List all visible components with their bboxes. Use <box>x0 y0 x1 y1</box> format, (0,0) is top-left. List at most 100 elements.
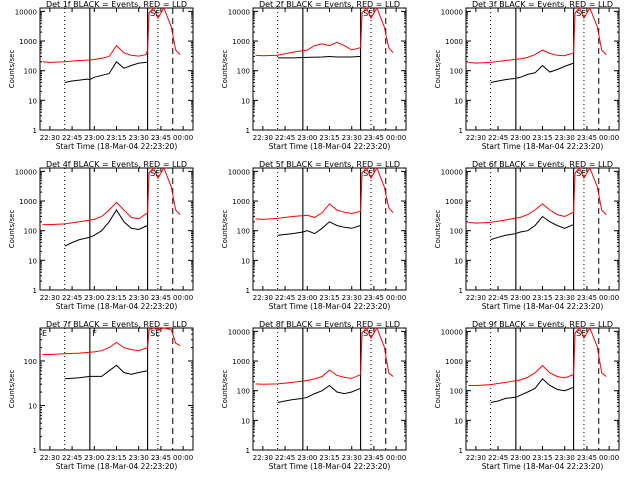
y-axis-label: Counts/sec <box>8 370 16 409</box>
x-tick-label: 23:00 <box>84 454 104 462</box>
y-tick-label: 10 <box>28 97 37 105</box>
chart-panel-8: Det 8f BLACK = Events, RED = LLD 1 10 100 10… <box>221 320 407 471</box>
x-tick-label: 23:00 <box>510 134 530 142</box>
plot-frame <box>252 327 407 451</box>
x-tick-label: 23:30 <box>342 294 362 302</box>
y-axis-label: Counts/sec <box>8 50 16 89</box>
x-tick-label: 23:30 <box>342 454 362 462</box>
x-tick-label: 23:15 <box>532 134 552 142</box>
y-tick-label: 1 <box>246 287 250 295</box>
x-tick-label: 23:30 <box>555 454 575 462</box>
x-tick-label: 22:45 <box>62 134 82 142</box>
y-tick-label: 1 <box>246 447 250 455</box>
y-tick-label: 10000 <box>441 168 463 176</box>
lld-series-line <box>468 326 607 386</box>
y-axis-label: Counts/sec <box>221 50 229 89</box>
x-tick-label: 23:30 <box>555 134 575 142</box>
lld-series-line <box>42 166 181 226</box>
x-tick-label: 22:45 <box>62 294 82 302</box>
annotation-label: SE <box>576 329 586 338</box>
y-tick-label: 1000 <box>19 38 37 46</box>
x-tick-label: 23:15 <box>532 294 552 302</box>
y-tick-label: 1000 <box>445 38 463 46</box>
x-tick-label: 23:00 <box>84 294 104 302</box>
plot-frame <box>465 167 620 291</box>
x-tick-label: 22:45 <box>488 134 508 142</box>
y-tick-label: 1 <box>459 127 463 135</box>
x-tick-label: 23:00 <box>510 294 530 302</box>
y-tick-label: 1 <box>33 287 37 295</box>
x-tick-label: 22:30 <box>466 294 486 302</box>
lld-series-line <box>42 6 181 63</box>
y-tick-label: 100 <box>24 358 37 366</box>
x-tick-label: 23:30 <box>129 134 149 142</box>
events-series-line <box>277 221 361 236</box>
lld-series-line <box>255 166 394 220</box>
x-axis-label: Start Time (18-Mar-04 22:23:20) <box>482 462 604 471</box>
y-axis-label: Counts/sec <box>434 210 442 249</box>
events-series-line <box>277 384 361 403</box>
y-tick-label: 100 <box>450 388 463 396</box>
x-axis-label: Start Time (18-Mar-04 22:23:20) <box>269 462 391 471</box>
x-axis-label: Start Time (18-Mar-04 22:23:20) <box>56 302 178 311</box>
y-tick-label: 100 <box>24 228 37 236</box>
chart-panel-6: Det 6f BLACK = Events, RED = LLD 1 10 100 10… <box>434 160 620 311</box>
y-tick-label: 10 <box>241 257 250 265</box>
x-tick-label: 23:15 <box>106 454 126 462</box>
y-tick-label: 1000 <box>445 358 463 366</box>
x-tick-label: 23:30 <box>342 134 362 142</box>
events-series-line <box>490 215 574 241</box>
y-axis-label: Counts/sec <box>221 210 229 249</box>
chart-title: Det 4f BLACK = Events, RED = LLD <box>46 160 187 169</box>
x-tick-label: 23:00 <box>297 134 317 142</box>
lld-series-line <box>255 326 394 385</box>
y-tick-label: 10000 <box>228 8 250 16</box>
y-tick-label: 10000 <box>228 328 250 336</box>
chart-title: Det 9f BLACK = Events, RED = LLD <box>472 320 613 329</box>
x-tick-label: 23:45 <box>364 134 384 142</box>
x-tick-label: 23:15 <box>106 294 126 302</box>
y-tick-label: 1 <box>459 287 463 295</box>
y-tick-label: 10 <box>454 257 463 265</box>
events-series-line <box>64 61 148 83</box>
x-tick-label: 22:45 <box>275 294 295 302</box>
x-tick-label: 23:30 <box>129 294 149 302</box>
x-tick-label: 23:30 <box>555 294 575 302</box>
x-tick-label: 22:30 <box>466 134 486 142</box>
events-series-line <box>490 378 574 403</box>
annotation-label: SE <box>150 169 160 178</box>
y-tick-label: 10 <box>454 97 463 105</box>
y-tick-label: 1 <box>246 127 250 135</box>
y-tick-label: 10000 <box>441 328 463 336</box>
events-series-line <box>277 55 361 59</box>
y-tick-label: 1 <box>33 127 37 135</box>
x-tick-label: 22:45 <box>488 294 508 302</box>
chart-panel-9: Det 9f BLACK = Events, RED = LLD 1 10 100 10… <box>434 320 620 471</box>
y-tick-label: 10000 <box>15 8 37 16</box>
chart-title: Det 5f BLACK = Events, RED = LLD <box>259 160 400 169</box>
x-tick-label: 00:00 <box>599 134 619 142</box>
lld-series-line <box>255 6 394 57</box>
y-tick-label: 100 <box>450 228 463 236</box>
x-tick-label: 00:00 <box>173 454 193 462</box>
x-tick-label: 23:00 <box>297 294 317 302</box>
events-series-line <box>64 209 148 247</box>
x-tick-label: 00:00 <box>386 134 406 142</box>
x-axis-label: Start Time (18-Mar-04 22:23:20) <box>269 302 391 311</box>
x-tick-label: 22:30 <box>466 454 486 462</box>
events-series-line <box>490 62 574 83</box>
x-tick-label: 23:45 <box>151 294 171 302</box>
y-tick-label: 1 <box>459 447 463 455</box>
y-tick-label: 10 <box>241 97 250 105</box>
x-tick-label: 22:45 <box>62 454 82 462</box>
chart-panel-2: Det 2f BLACK = Events, RED = LLD 1 10 100 10… <box>221 0 407 151</box>
x-axis-label: Start Time (18-Mar-04 22:23:20) <box>269 142 391 151</box>
x-tick-label: 23:15 <box>319 294 339 302</box>
x-tick-label: 23:45 <box>364 454 384 462</box>
x-tick-label: 00:00 <box>386 294 406 302</box>
y-tick-label: 1 <box>33 447 37 455</box>
annotation-label: SE <box>363 329 373 338</box>
x-axis-label: Start Time (18-Mar-04 22:23:20) <box>56 142 178 151</box>
plot-frame <box>39 7 194 131</box>
events-series-line <box>64 364 148 380</box>
